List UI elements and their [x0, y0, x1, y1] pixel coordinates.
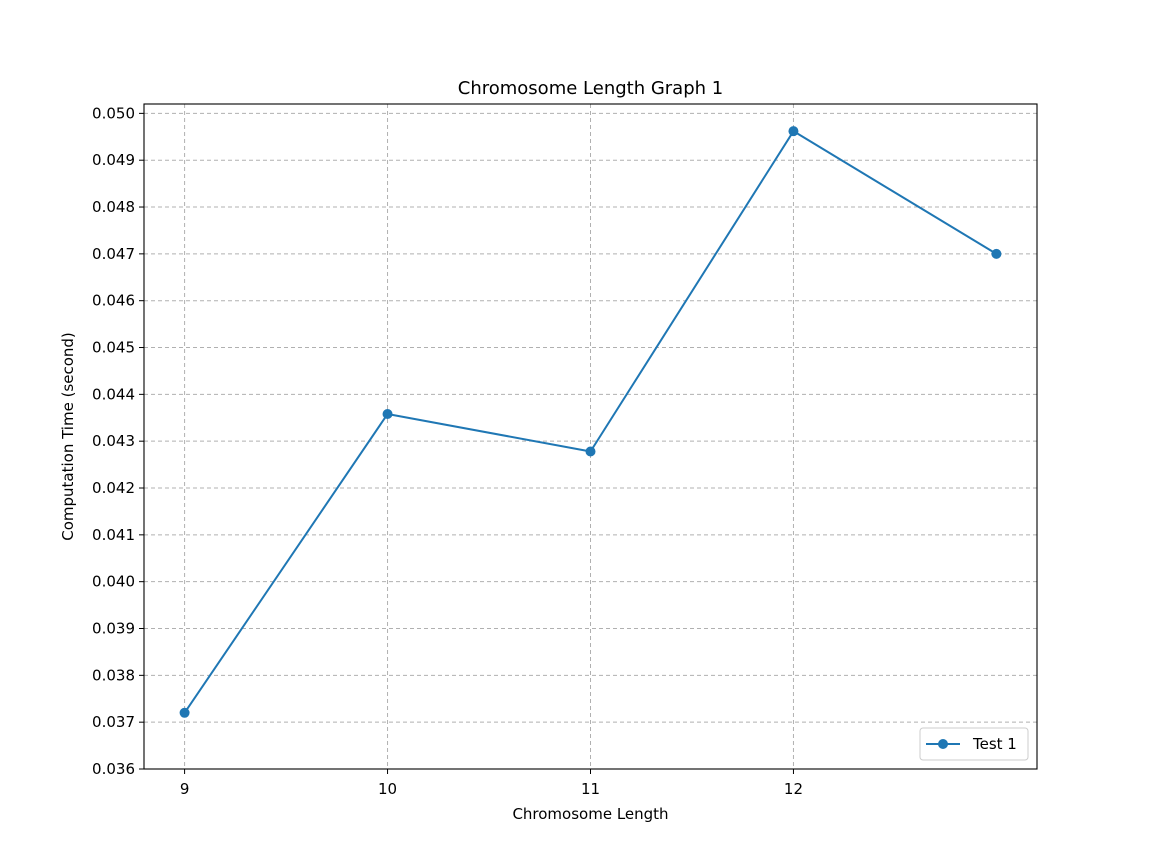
y-tick-label: 0.049: [92, 151, 135, 169]
y-tick-label: 0.050: [92, 104, 135, 122]
data-point: [788, 126, 799, 137]
y-tick-label: 0.036: [92, 760, 135, 778]
y-tick-label: 0.042: [92, 479, 135, 497]
y-tick-label: 0.047: [92, 245, 135, 263]
x-axis-label: Chromosome Length: [512, 805, 668, 823]
legend-label: Test 1: [972, 735, 1017, 753]
axis-ticks: 9 10 11 12 0.036 0.037 0.038 0.039 0.040 0.041 0.0…: [92, 104, 803, 798]
chart-title: Chromosome Length Graph 1: [458, 78, 723, 99]
data-point: [179, 707, 190, 718]
legend: Test 1: [919, 727, 1029, 761]
x-tick-label: 12: [784, 780, 803, 798]
series-layer: [179, 126, 1002, 718]
x-tick-label: 11: [581, 780, 600, 798]
y-tick-label: 0.046: [92, 292, 135, 310]
y-axis-label: Computation Time (second): [59, 332, 77, 541]
y-tick-label: 0.043: [92, 432, 135, 450]
legend-marker-swatch: [938, 739, 948, 749]
y-tick-label: 0.037: [92, 713, 135, 731]
y-tick-label: 0.039: [92, 620, 135, 638]
data-point: [382, 409, 393, 420]
y-tick-label: 0.044: [92, 385, 135, 403]
y-tick-label: 0.041: [92, 526, 135, 544]
y-tick-label: 0.038: [92, 666, 135, 684]
y-tick-label: 0.045: [92, 339, 135, 357]
data-point: [991, 248, 1002, 259]
data-point: [585, 446, 596, 457]
y-tick-label: 0.040: [92, 573, 135, 591]
grid-lines: [144, 104, 1037, 770]
legend-box: [919, 727, 1029, 761]
x-tick-label: 10: [378, 780, 397, 798]
y-tick-label: 0.048: [92, 198, 135, 216]
x-tick-label: 9: [180, 780, 190, 798]
